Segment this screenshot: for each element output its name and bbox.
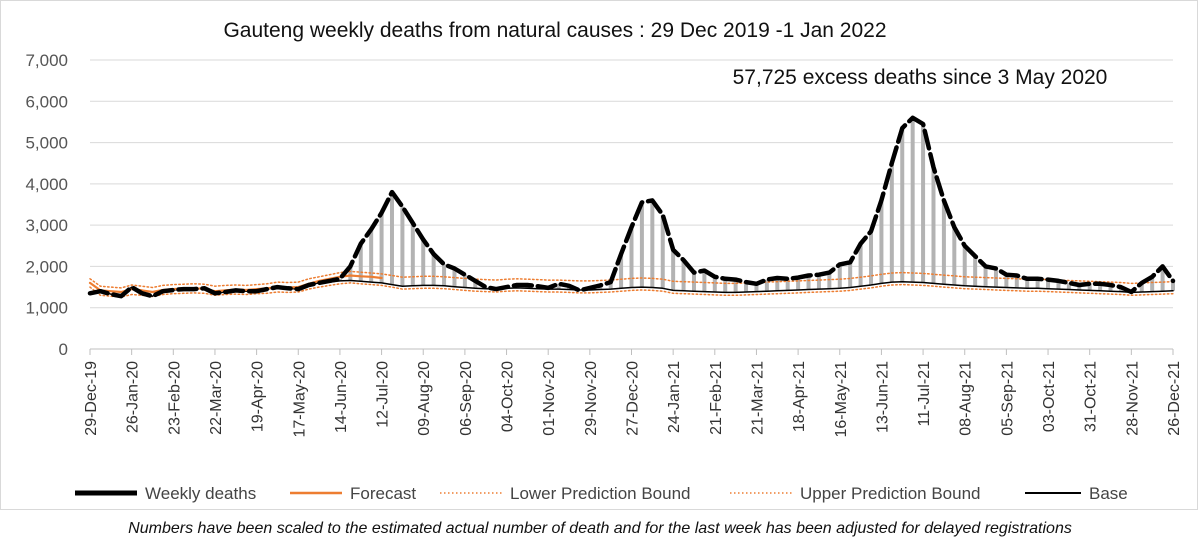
x-tick-label: 09-Aug-20 [416,361,433,436]
x-tick-label: 19-Apr-20 [250,361,267,432]
x-tick-label: 27-Dec-20 [625,361,642,436]
x-tick-label: 26-Dec-21 [1166,361,1183,436]
x-tick-label: 23-Feb-20 [166,361,183,435]
y-tick-label: 7,000 [25,51,68,70]
legend-label-forecast: Forecast [350,484,416,503]
x-tick-label: 06-Sep-20 [458,361,475,436]
x-tick-label: 01-Nov-20 [541,361,558,436]
y-tick-label: 3,000 [25,216,68,235]
x-tick-label: 11-Jul-21 [916,361,933,427]
x-tick-label: 05-Sep-21 [999,361,1016,436]
y-tick-label: 2,000 [25,257,68,276]
x-tick-label: 26-Jan-20 [125,361,142,433]
x-tick-label: 04-Oct-20 [500,361,517,432]
x-tick-label: 18-Apr-21 [791,361,808,432]
x-tick-label: 17-May-20 [291,361,308,438]
x-tick-label: 03-Oct-21 [1041,361,1058,432]
x-tick-label: 28-Nov-21 [1124,361,1141,436]
chart-title: Gauteng weekly deaths from natural cause… [223,19,886,42]
series-line-weekly-deaths [87,115,1176,299]
chart-footnote: Numbers have been scaled to the estimate… [128,520,1072,537]
x-tick-label: 14-Jun-20 [333,361,350,433]
series-line-lower-prediction-bound [89,282,1174,298]
x-tick-label: 29-Nov-20 [583,361,600,436]
y-tick-label: 0 [59,340,68,359]
chart-frame [0,0,1198,510]
chart-annotation: 57,725 excess deaths since 3 May 2020 [733,66,1108,89]
x-tick-label: 21-Mar-21 [749,361,766,435]
x-tick-label: 24-Jan-21 [666,361,683,433]
legend-label-base: Base [1089,484,1128,503]
legend-label-lower-prediction-bound: Lower Prediction Bound [510,484,691,503]
x-tick-label: 12-Jul-20 [375,361,392,428]
chart-canvas: Gauteng weekly deaths from natural cause… [25,19,1183,503]
y-tick-label: 6,000 [25,92,68,111]
x-tick-label: 21-Feb-21 [708,361,725,435]
x-tick-label: 22-Mar-20 [208,361,225,435]
x-tick-label: 29-Dec-19 [83,361,100,436]
x-tick-label: 31-Oct-21 [1083,361,1100,432]
legend-label-upper-prediction-bound: Upper Prediction Bound [800,484,981,503]
y-tick-label: 5,000 [25,134,68,153]
series-line-upper-prediction-bound [89,270,1174,289]
y-tick-label: 4,000 [25,175,68,194]
legend-label-weekly-deaths: Weekly deaths [145,484,256,503]
x-tick-label: 16-May-21 [833,361,850,438]
x-tick-label: 08-Aug-21 [958,361,975,436]
x-tick-label: 13-Jun-21 [874,361,891,433]
y-tick-label: 1,000 [25,299,68,318]
